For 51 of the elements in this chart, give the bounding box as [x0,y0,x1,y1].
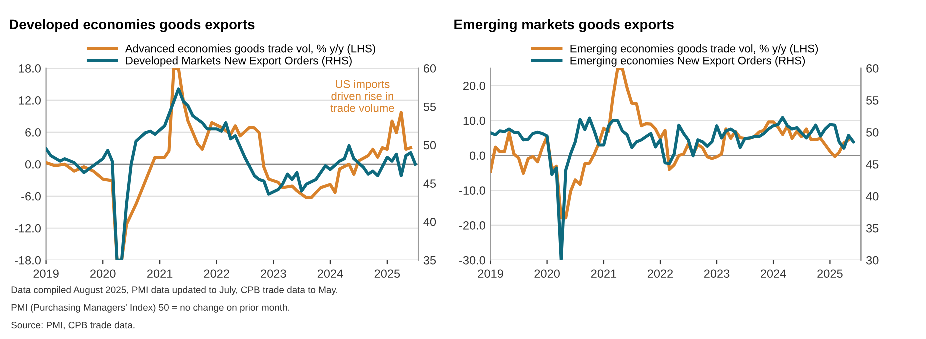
legend-label: Developed Markets New Export Orders (RHS) [126,56,352,67]
x-tick-label: 2020 [90,270,116,278]
y2-tick-label: 35 [866,224,879,233]
chart-title: Developed economies goods exports [10,19,255,32]
legend-label: Advanced economies goods trade vol, % y/y (LHS) [125,44,376,55]
text: Data compiled August 2025, PMI data updated to July, CPB trade data to May. [12,286,338,296]
x-tick-label: 2019 [478,270,504,278]
y2-tick-label: 60 [866,64,879,73]
x-tick-label: 2019 [34,270,59,278]
x-tick-label: 2024 [761,270,786,278]
y2-tick-label: 40 [866,192,879,201]
x-tick-label: 2025 [374,270,400,278]
y-tick-label: -20.0 [460,222,486,230]
y2-tick-label: 30 [866,256,879,265]
x-tick-label: 2022 [204,270,230,278]
legend-label: Emerging economies New Export Orders (RHS) [570,56,806,67]
text: PMI (Purchasing Managers' Index) 50 = no change on prior month. [12,304,290,313]
y2-tick-label: 60 [424,64,436,73]
y-tick-label: 6.0 [26,128,41,137]
annotation: US imports driven rise in trade volume [330,80,394,112]
x-tick-label: 2021 [148,270,173,278]
legend-label: Emerging economies goods trade vol, % y/y (LHS) [570,44,818,55]
x-tick-label: 2025 [818,270,843,278]
y2-tick-label: 45 [866,160,879,169]
x-tick-label: 2023 [261,270,286,278]
source-note: Source: PMI, CPB trade data. [12,322,135,330]
y-tick-label: -18.0 [15,256,41,265]
y2-tick-label: 55 [424,103,436,112]
x-tick-label: 2021 [591,270,617,278]
y2-tick-label: 45 [424,180,436,188]
y-tick-label: 10.0 [464,116,486,126]
x-tick-label: 2020 [534,270,560,278]
y-tick-label: -30.0 [460,256,486,265]
x-tick-label: 2024 [318,270,344,278]
y-tick-label: 18.0 [19,64,41,73]
y-tick-label: -6.0 [22,192,41,201]
line-series [490,116,856,260]
y2-tick-label: 50 [866,128,879,137]
x-tick-label: 2022 [648,270,674,278]
x-tick-label: 2023 [704,270,730,278]
y-tick-label: -10.0 [460,186,486,195]
y2-tick-label: 50 [424,141,436,150]
y2-tick-label: 55 [866,96,879,105]
y2-tick-label: 40 [424,218,436,226]
chart-title: Emerging markets goods exports [454,19,674,32]
y-tick-label: 20.0 [464,82,486,90]
y-tick-label: 0.0 [470,152,486,160]
y-tick-label: 0.0 [25,160,41,169]
y2-tick-label: 35 [424,256,436,265]
y-tick-label: -12.0 [15,224,41,233]
y-tick-label: 12.0 [19,96,41,105]
